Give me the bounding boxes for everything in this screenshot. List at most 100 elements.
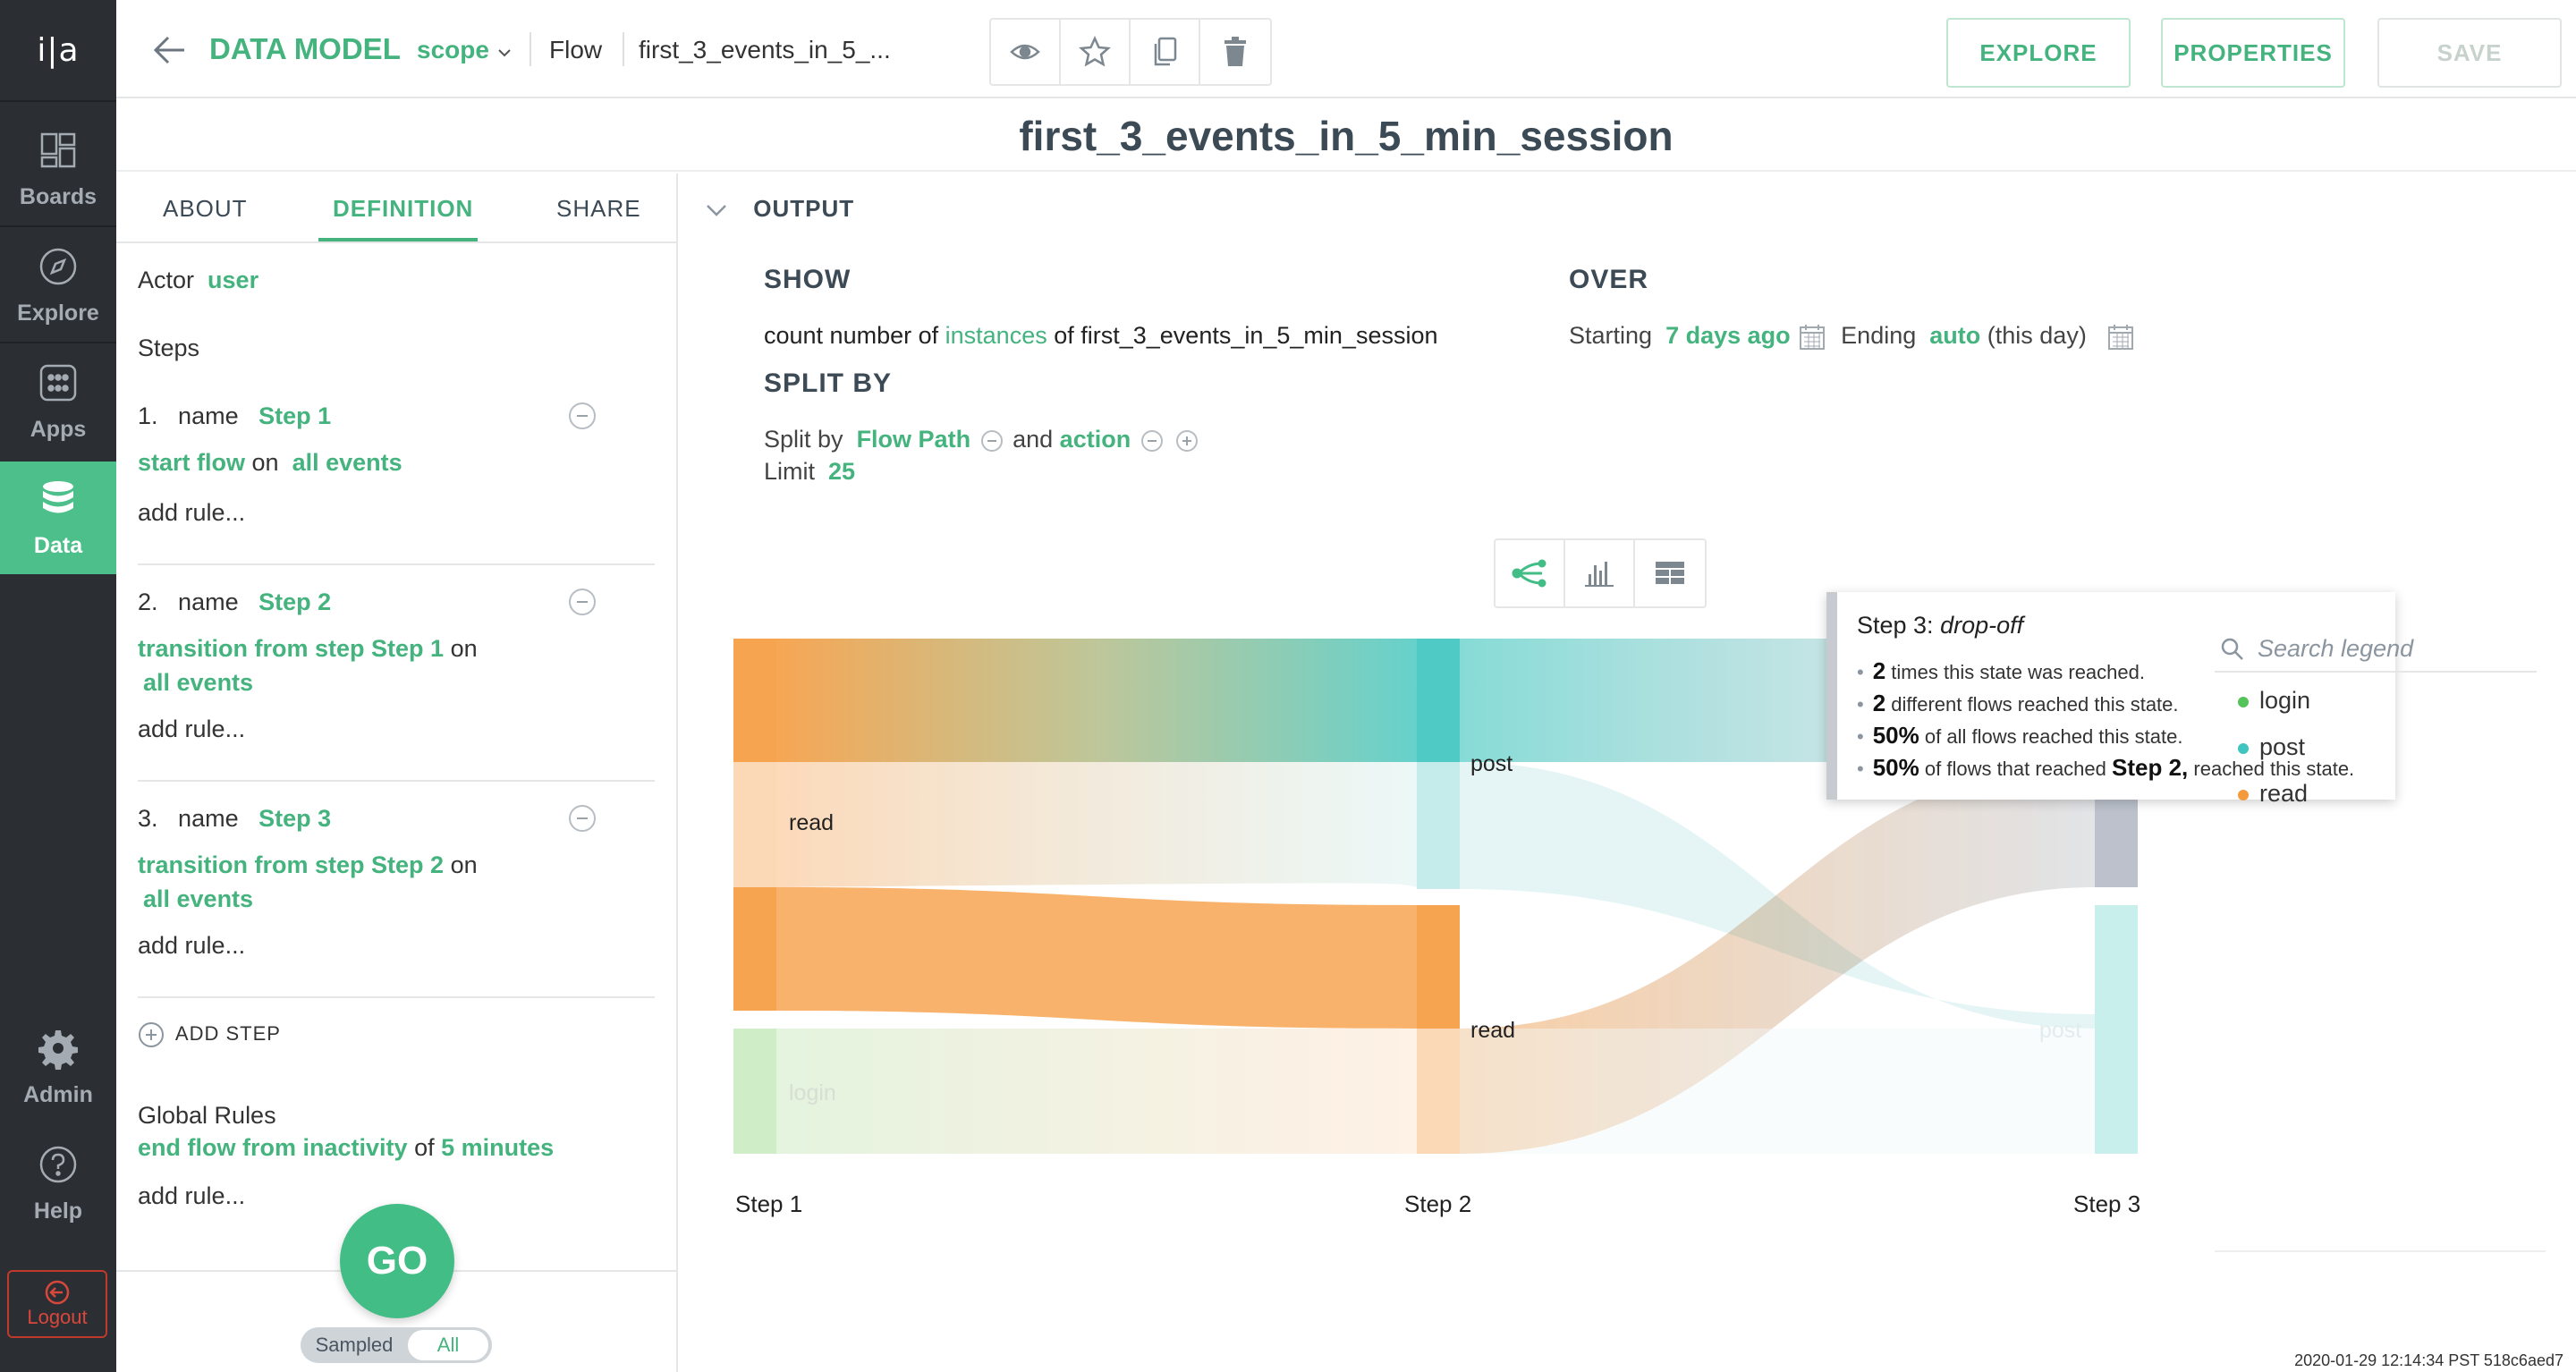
step-2-add-rule[interactable]: add rule... <box>138 716 246 742</box>
legend-item-login[interactable]: login <box>2238 687 2310 715</box>
favorite-button[interactable] <box>1061 20 1131 84</box>
node-step1-read-c[interactable] <box>733 887 776 1011</box>
nav-item-boards[interactable]: Boards <box>0 113 116 225</box>
node-label-post-step3: post <box>2039 1018 2082 1043</box>
copy-button[interactable] <box>1131 20 1200 84</box>
step-1-add-rule[interactable]: add rule... <box>138 499 246 526</box>
rule-target[interactable]: all events <box>143 669 254 696</box>
top-bar: DATA MODEL scope Flow first_3_events_in_… <box>116 0 2576 98</box>
delete-button[interactable] <box>1200 20 1270 84</box>
step-2-rule-target: all events <box>143 669 253 697</box>
show-measure[interactable]: instances <box>945 322 1047 349</box>
remove-step-3-button[interactable] <box>569 805 596 832</box>
node-step1-read-b[interactable] <box>733 762 776 887</box>
starting-value[interactable]: 7 days ago <box>1665 322 1791 350</box>
view-button[interactable] <box>991 20 1061 84</box>
tooltip-text: of all flows reached this state. <box>1924 725 2183 748</box>
ending-value[interactable]: auto <box>1929 322 1981 350</box>
legend-item-post[interactable]: post <box>2238 733 2305 761</box>
remove-step-2-button[interactable] <box>569 589 596 615</box>
remove-split-2-button[interactable] <box>1140 429 1163 452</box>
split-field-2[interactable]: action <box>1059 426 1131 453</box>
tooltip-value: Step 2, <box>2112 754 2189 781</box>
node-step2-read-b[interactable] <box>1417 1029 1460 1154</box>
rule-action[interactable]: start flow <box>138 449 246 476</box>
sankey-view-button[interactable] <box>1496 540 1565 606</box>
go-button[interactable]: GO <box>340 1204 454 1318</box>
rule-action[interactable]: transition from step Step 1 <box>138 635 445 662</box>
actor-value[interactable]: user <box>208 267 259 293</box>
step-name-value[interactable]: Step 2 <box>258 589 332 615</box>
link-read-read[interactable] <box>776 762 1417 887</box>
breadcrumb-flow[interactable]: Flow <box>549 36 603 64</box>
limit-value[interactable]: 25 <box>828 458 856 485</box>
tab-about[interactable]: ABOUT <box>163 195 248 222</box>
over-row: Starting 7 days ago Ending auto (this da… <box>1569 322 2136 352</box>
split-row: Split by Flow Path and action <box>764 426 1201 453</box>
node-step3-post[interactable] <box>2095 905 2138 1154</box>
sample-toggle[interactable]: Sampled All <box>301 1327 492 1363</box>
split-field-1[interactable]: Flow Path <box>856 426 971 453</box>
visualization-switcher <box>1494 538 1707 608</box>
node-step1-read-a[interactable] <box>733 639 776 762</box>
rule-target[interactable]: all events <box>143 885 254 912</box>
tooltip-row: 50% of flows that reached Step 2, reache… <box>1857 754 2395 782</box>
output-section-toggle[interactable]: OUTPUT <box>707 195 854 223</box>
global-add-rule[interactable]: add rule... <box>138 1182 246 1209</box>
rule-action[interactable]: transition from step Step 2 <box>138 851 445 878</box>
bar-chart-view-button[interactable] <box>1565 540 1635 606</box>
legend-search-input[interactable]: Search legend <box>2215 628 2537 673</box>
nav-item-admin[interactable]: Admin <box>0 1011 116 1123</box>
add-step-button[interactable]: ADD STEP <box>138 1021 281 1048</box>
table-icon <box>1656 562 1684 584</box>
node-step1-login[interactable] <box>733 1029 776 1154</box>
link-read-post[interactable] <box>776 639 1417 762</box>
nav-item-help[interactable]: Help <box>0 1127 116 1240</box>
legend-label: login <box>2259 687 2311 714</box>
step-3-add-rule[interactable]: add rule... <box>138 932 246 959</box>
calendar-icon[interactable] <box>2106 322 2136 352</box>
save-button[interactable]: SAVE <box>2377 18 2562 88</box>
scope-dropdown[interactable]: scope <box>417 36 513 64</box>
toggle-all[interactable]: All <box>408 1330 488 1360</box>
legend-swatch <box>2238 742 2249 754</box>
nav-item-explore[interactable]: Explore <box>0 229 116 342</box>
properties-button[interactable]: PROPERTIES <box>2161 18 2345 88</box>
chevron-down-icon <box>707 205 726 216</box>
explore-button[interactable]: EXPLORE <box>1946 18 2131 88</box>
back-arrow-icon[interactable] <box>150 30 190 70</box>
app-logo[interactable]: i|a <box>37 31 80 69</box>
rule-target[interactable]: all events <box>292 449 402 476</box>
eye-icon <box>1010 44 1040 60</box>
node-step2-post-b[interactable] <box>1417 762 1460 889</box>
link-read-read-main[interactable] <box>776 887 1417 1029</box>
tooltip-row: 50% of all flows reached this state. <box>1857 722 2395 750</box>
link-read-dropoff[interactable] <box>1460 762 2095 1154</box>
remove-step-1-button[interactable] <box>569 402 596 429</box>
ending-suffix: (this day) <box>1987 322 2087 350</box>
table-view-button[interactable] <box>1635 540 1705 606</box>
tab-definition[interactable]: DEFINITION <box>333 195 474 222</box>
global-rule-value[interactable]: 5 minutes <box>441 1134 555 1161</box>
calendar-icon[interactable] <box>1797 322 1827 352</box>
nav-item-data[interactable]: Data <box>0 462 116 574</box>
link-post-post[interactable] <box>1460 762 2095 1029</box>
link-login-read[interactable] <box>776 1029 1417 1154</box>
nav-item-apps[interactable]: Apps <box>0 345 116 458</box>
legend-item-read[interactable]: read <box>2238 780 2308 808</box>
add-split-button[interactable] <box>1176 429 1199 452</box>
step-name-value[interactable]: Step 3 <box>258 805 332 832</box>
step-name-value[interactable]: Step 1 <box>258 402 332 429</box>
node-tooltip: Step 3: drop-off 2 times this state was … <box>1826 592 2395 800</box>
breadcrumb-name: first_3_events_in_5_... <box>639 36 891 64</box>
toggle-sampled[interactable]: Sampled <box>315 1334 394 1356</box>
tab-share[interactable]: SHARE <box>556 195 641 222</box>
global-rule-action[interactable]: end flow from inactivity <box>138 1134 408 1161</box>
split-prefix: Split by <box>764 426 843 453</box>
logout-button[interactable]: Logout <box>7 1270 107 1338</box>
link-read-post-3[interactable] <box>1460 1029 2095 1154</box>
node-step2-read-a[interactable] <box>1417 905 1460 1029</box>
node-step2-post-a[interactable] <box>1417 639 1460 762</box>
remove-split-1-button[interactable] <box>980 429 1003 452</box>
star-icon <box>1079 36 1111 67</box>
